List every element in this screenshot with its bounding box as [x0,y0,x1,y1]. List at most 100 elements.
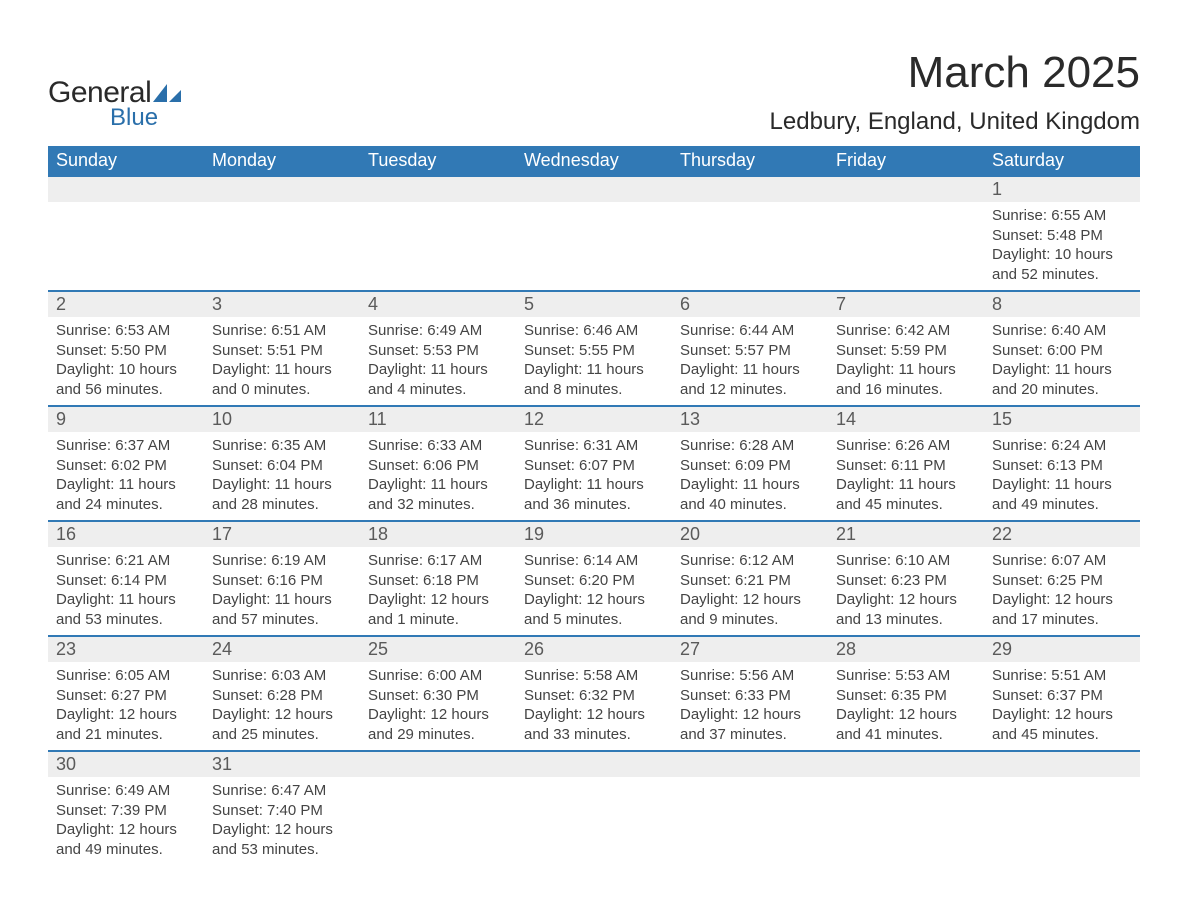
title-block: March 2025 Ledbury, England, United King… [770,48,1140,136]
day-sunrise: Sunrise: 6:17 AM [368,551,508,571]
day-data: Sunrise: 6:03 AMSunset: 6:28 PMDaylight:… [204,662,360,750]
day-data [48,202,204,212]
calendar-cell-empty [828,750,984,865]
day-data [360,202,516,212]
day-sunrise: Sunrise: 6:51 AM [212,321,352,341]
calendar-cell: 9Sunrise: 6:37 AMSunset: 6:02 PMDaylight… [48,405,204,520]
day-daylight1: Daylight: 11 hours [836,475,976,495]
calendar-cell: 26Sunrise: 5:58 AMSunset: 6:32 PMDayligh… [516,635,672,750]
day-number [828,752,984,777]
day-sunset: Sunset: 6:06 PM [368,456,508,476]
calendar-cell: 5Sunrise: 6:46 AMSunset: 5:55 PMDaylight… [516,290,672,405]
day-number [48,177,204,202]
day-data: Sunrise: 6:24 AMSunset: 6:13 PMDaylight:… [984,432,1140,520]
calendar-cell: 7Sunrise: 6:42 AMSunset: 5:59 PMDaylight… [828,290,984,405]
day-sunrise: Sunrise: 6:33 AM [368,436,508,456]
day-sunrise: Sunrise: 6:14 AM [524,551,664,571]
day-sunset: Sunset: 6:28 PM [212,686,352,706]
day-sunset: Sunset: 6:16 PM [212,571,352,591]
calendar-cell: 24Sunrise: 6:03 AMSunset: 6:28 PMDayligh… [204,635,360,750]
day-sunrise: Sunrise: 6:53 AM [56,321,196,341]
calendar-cell: 16Sunrise: 6:21 AMSunset: 6:14 PMDayligh… [48,520,204,635]
day-sunrise: Sunrise: 6:05 AM [56,666,196,686]
day-daylight2: and 20 minutes. [992,380,1132,400]
day-data: Sunrise: 6:14 AMSunset: 6:20 PMDaylight:… [516,547,672,635]
calendar-cell: 10Sunrise: 6:35 AMSunset: 6:04 PMDayligh… [204,405,360,520]
day-data: Sunrise: 6:28 AMSunset: 6:09 PMDaylight:… [672,432,828,520]
day-daylight2: and 8 minutes. [524,380,664,400]
day-number: 6 [672,292,828,317]
day-daylight1: Daylight: 11 hours [212,590,352,610]
day-sunset: Sunset: 6:37 PM [992,686,1132,706]
day-daylight2: and 29 minutes. [368,725,508,745]
day-number: 15 [984,407,1140,432]
day-number [516,177,672,202]
day-data [516,777,672,787]
day-data: Sunrise: 6:07 AMSunset: 6:25 PMDaylight:… [984,547,1140,635]
day-data: Sunrise: 6:53 AMSunset: 5:50 PMDaylight:… [48,317,204,405]
day-sunset: Sunset: 6:00 PM [992,341,1132,361]
day-data: Sunrise: 6:10 AMSunset: 6:23 PMDaylight:… [828,547,984,635]
day-data [360,777,516,787]
page-title: March 2025 [770,48,1140,98]
day-data: Sunrise: 6:46 AMSunset: 5:55 PMDaylight:… [516,317,672,405]
day-daylight2: and 0 minutes. [212,380,352,400]
header: General Blue March 2025 Ledbury, England… [48,48,1140,136]
day-sunrise: Sunrise: 6:07 AM [992,551,1132,571]
day-sunset: Sunset: 6:30 PM [368,686,508,706]
day-sunrise: Sunrise: 6:24 AM [992,436,1132,456]
day-data: Sunrise: 6:00 AMSunset: 6:30 PMDaylight:… [360,662,516,750]
day-sunrise: Sunrise: 6:37 AM [56,436,196,456]
location-text: Ledbury, England, United Kingdom [770,108,1140,136]
day-daylight2: and 53 minutes. [56,610,196,630]
day-daylight1: Daylight: 12 hours [836,590,976,610]
day-daylight1: Daylight: 12 hours [524,705,664,725]
day-daylight1: Daylight: 11 hours [992,360,1132,380]
day-daylight2: and 49 minutes. [56,840,196,860]
day-sunrise: Sunrise: 5:58 AM [524,666,664,686]
calendar-cell: 28Sunrise: 5:53 AMSunset: 6:35 PMDayligh… [828,635,984,750]
calendar-cell: 12Sunrise: 6:31 AMSunset: 6:07 PMDayligh… [516,405,672,520]
day-sunrise: Sunrise: 5:56 AM [680,666,820,686]
calendar-cell: 3Sunrise: 6:51 AMSunset: 5:51 PMDaylight… [204,290,360,405]
day-data: Sunrise: 6:35 AMSunset: 6:04 PMDaylight:… [204,432,360,520]
day-data: Sunrise: 6:37 AMSunset: 6:02 PMDaylight:… [48,432,204,520]
day-daylight2: and 57 minutes. [212,610,352,630]
day-number: 14 [828,407,984,432]
logo-sail-icon [153,80,181,102]
day-sunset: Sunset: 5:59 PM [836,341,976,361]
day-number [516,752,672,777]
day-daylight1: Daylight: 12 hours [680,590,820,610]
day-sunrise: Sunrise: 6:26 AM [836,436,976,456]
day-daylight1: Daylight: 12 hours [368,590,508,610]
day-daylight1: Daylight: 11 hours [56,475,196,495]
day-number [672,177,828,202]
calendar-cell: 6Sunrise: 6:44 AMSunset: 5:57 PMDaylight… [672,290,828,405]
day-daylight2: and 24 minutes. [56,495,196,515]
calendar-cell-empty [516,175,672,290]
calendar-cell-empty [48,175,204,290]
day-daylight1: Daylight: 11 hours [212,475,352,495]
calendar-cell: 17Sunrise: 6:19 AMSunset: 6:16 PMDayligh… [204,520,360,635]
day-number: 4 [360,292,516,317]
day-number: 18 [360,522,516,547]
day-sunset: Sunset: 6:18 PM [368,571,508,591]
day-daylight1: Daylight: 12 hours [212,705,352,725]
day-number: 8 [984,292,1140,317]
day-daylight1: Daylight: 12 hours [524,590,664,610]
day-sunset: Sunset: 6:09 PM [680,456,820,476]
day-data: Sunrise: 6:40 AMSunset: 6:00 PMDaylight:… [984,317,1140,405]
day-daylight2: and 1 minute. [368,610,508,630]
day-data: Sunrise: 6:26 AMSunset: 6:11 PMDaylight:… [828,432,984,520]
day-number: 24 [204,637,360,662]
day-number: 13 [672,407,828,432]
day-daylight2: and 53 minutes. [212,840,352,860]
day-daylight1: Daylight: 12 hours [992,705,1132,725]
day-number: 7 [828,292,984,317]
day-daylight1: Daylight: 11 hours [992,475,1132,495]
day-daylight1: Daylight: 11 hours [56,590,196,610]
day-daylight2: and 17 minutes. [992,610,1132,630]
day-sunset: Sunset: 6:13 PM [992,456,1132,476]
day-sunset: Sunset: 5:50 PM [56,341,196,361]
day-sunrise: Sunrise: 6:55 AM [992,206,1132,226]
